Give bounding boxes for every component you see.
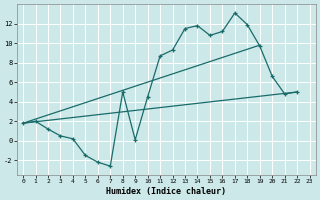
X-axis label: Humidex (Indice chaleur): Humidex (Indice chaleur) (106, 187, 226, 196)
